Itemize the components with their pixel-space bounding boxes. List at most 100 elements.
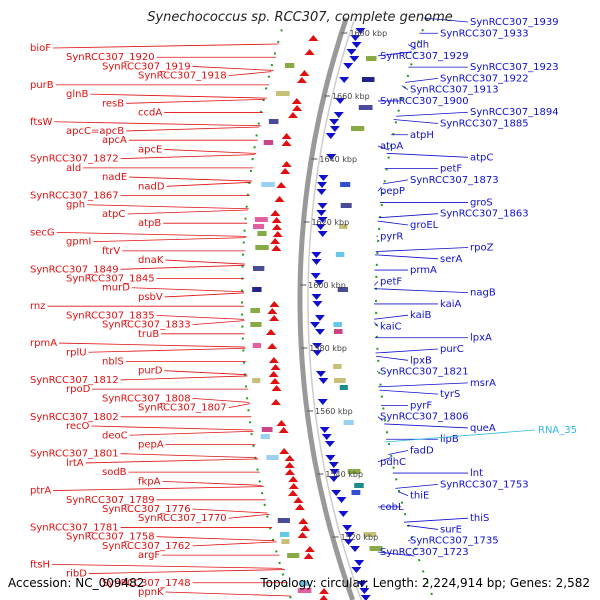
reverse-strand-gene	[318, 378, 329, 384]
forward-strand-gene	[269, 301, 280, 307]
reverse-gene-leader	[379, 389, 439, 395]
forward-gene-leader	[59, 342, 245, 348]
annotation-block	[252, 378, 261, 383]
reverse-gene-leader	[407, 525, 439, 530]
forward-strand-gene	[269, 315, 280, 321]
reverse-strand-gene	[311, 252, 322, 258]
reverse-strand-gene	[329, 119, 340, 125]
forward-strand-gene	[319, 595, 328, 600]
forward-gene-label: SynRCC307_1802	[30, 412, 119, 423]
forward-gene-label: SynRCC307_1849	[30, 264, 119, 275]
reverse-strand-gene	[315, 224, 326, 230]
reverse-strand-gene	[333, 112, 344, 118]
reverse-strand-gene	[351, 42, 362, 48]
forward-gene-leader	[192, 320, 245, 326]
forward-gene-leader	[88, 347, 246, 353]
reverse-gene-label: queA	[470, 423, 496, 434]
forward-gene-leader	[162, 480, 262, 486]
annotation-block	[252, 287, 262, 292]
reverse-gene-label: atpA	[380, 141, 403, 152]
forward-strand-gene	[281, 133, 292, 139]
forward-strand-gene	[284, 455, 295, 461]
reverse-strand-gene	[316, 189, 327, 195]
reverse-gene-label: lipB	[440, 434, 459, 445]
reverse-strand-gene	[318, 175, 329, 181]
reverse-gene-leader	[375, 254, 439, 260]
annotation-block	[347, 469, 361, 474]
annotation-block	[369, 546, 383, 551]
reverse-gene-label: SynRCC307_1913	[410, 85, 499, 96]
reverse-gene-label: serA	[440, 254, 462, 265]
scale-line	[307, 17, 362, 600]
forward-gene-label: apcC=apcB	[66, 126, 124, 137]
forward-gene-leader	[129, 176, 253, 182]
reverse-gene-label: thiS	[470, 513, 489, 524]
forward-gene-leader	[192, 397, 250, 403]
scale-label: 1620 kbp	[311, 218, 349, 227]
reverse-gene-leader	[386, 152, 469, 158]
map-title: Synechococcus sp. RCC307, complete genom…	[147, 10, 453, 25]
forward-gene-leader	[192, 66, 274, 71]
forward-gene-label: deoC	[102, 430, 128, 441]
reverse-gene-leader	[388, 450, 409, 455]
reverse-strand-gene	[328, 476, 339, 482]
annotation-block	[351, 490, 361, 495]
reverse-strand-gene	[351, 567, 362, 573]
scale-label: 1660 kbp	[332, 92, 370, 101]
annotation-block	[281, 539, 290, 544]
forward-gene-leader	[165, 591, 291, 597]
forward-strand-gene	[271, 217, 282, 223]
reverse-gene-label: msrA	[470, 378, 496, 389]
forward-gene-leader	[120, 264, 245, 270]
forward-gene-label: ald	[66, 163, 81, 174]
forward-strand-gene	[298, 518, 309, 524]
forward-strand-gene	[267, 308, 278, 314]
reverse-gene-label: rpoZ	[470, 243, 494, 254]
forward-strand-gene	[265, 329, 276, 335]
scale-label: 1520 kbp	[341, 533, 379, 542]
forward-gene-label: lrtA	[66, 458, 84, 469]
forward-strand-gene	[304, 49, 315, 55]
reverse-strand-gene	[328, 462, 339, 468]
annotation-block	[340, 203, 352, 208]
annotation-block	[339, 385, 348, 390]
annotation-block	[252, 343, 262, 348]
forward-strand-gene	[278, 427, 289, 433]
reverse-strand-gene	[329, 126, 340, 132]
reverse-strand-gene	[343, 63, 354, 69]
reverse-strand-gene	[354, 560, 365, 566]
reverse-gene-leader	[396, 111, 469, 117]
forward-gene-leader	[126, 126, 260, 132]
reverse-gene-label: pdhC	[380, 457, 406, 468]
reverse-strand-gene	[349, 546, 360, 552]
forward-gene-leader	[126, 98, 265, 104]
reverse-strand-gene	[343, 539, 354, 545]
forward-strand-gene	[270, 238, 281, 244]
forward-gene-label: glnB	[66, 89, 88, 100]
annotation-block	[253, 266, 265, 271]
reverse-gene-label: thiE	[410, 491, 429, 502]
outer-boundary-reverse	[375, 17, 436, 600]
forward-gene-leader	[131, 287, 245, 293]
forward-gene-leader	[90, 93, 267, 99]
forward-gene-label: SynRCC307_1920	[66, 52, 155, 63]
forward-gene-leader	[192, 508, 268, 514]
forward-strand-gene	[269, 378, 280, 384]
forward-gene-label: dnaK	[138, 255, 164, 266]
reverse-strand-gene	[350, 35, 361, 41]
forward-strand-gene	[288, 483, 299, 489]
reverse-strand-gene	[326, 154, 337, 160]
reverse-gene-label: SynRCC307_1929	[380, 51, 469, 62]
annotation-block	[333, 322, 342, 327]
reverse-gene-leader	[376, 355, 409, 361]
reverse-gene-leader	[374, 288, 469, 294]
forward-gene-label: SynRCC307_1918	[138, 71, 227, 82]
annotation-block	[263, 140, 274, 145]
annotation-block	[261, 182, 275, 187]
annotation-block	[284, 63, 295, 68]
reverse-strand-gene	[336, 497, 347, 503]
forward-gene-label: sodB	[102, 467, 127, 478]
reverse-gene-label: lnt	[470, 468, 483, 479]
reverse-gene-label: purC	[440, 344, 464, 355]
